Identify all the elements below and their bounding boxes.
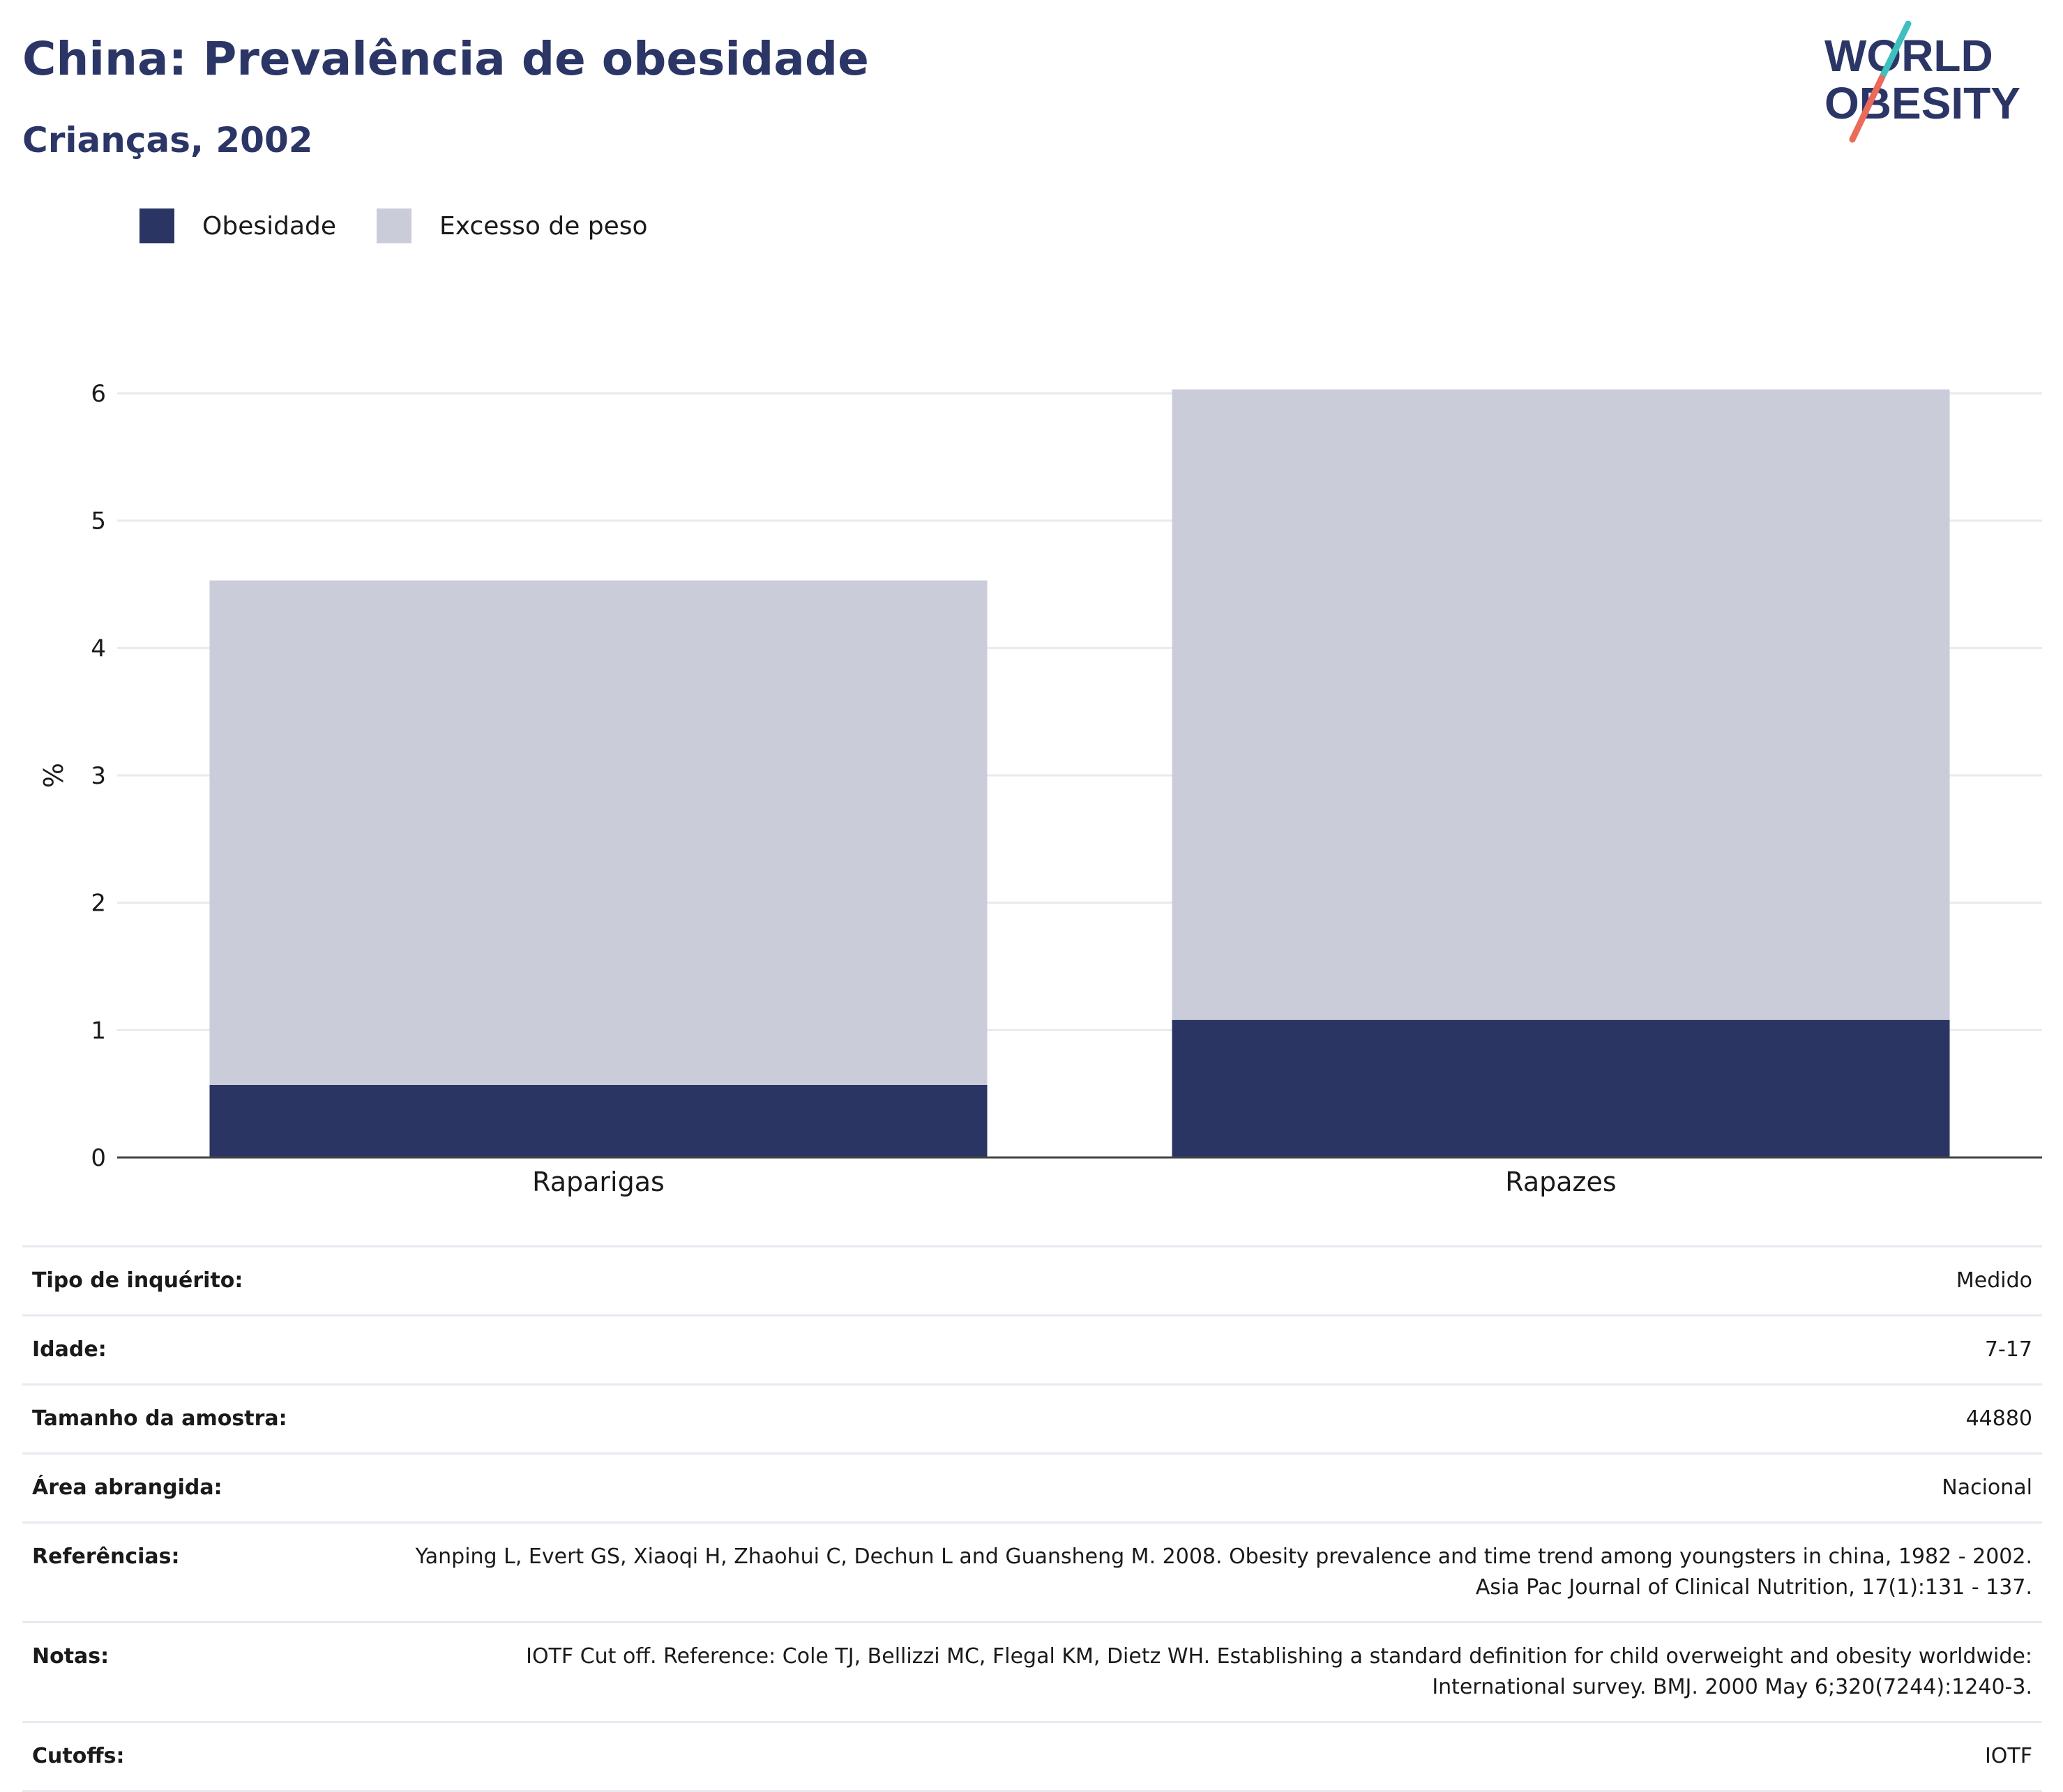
info-value: 7-17 (1984, 1337, 2032, 1362)
info-row: Tipo de inquérito: Medido (22, 1246, 2042, 1316)
logo-text-obesity: OBESITY (1824, 78, 2020, 128)
y-axis-label: % (37, 763, 68, 788)
logo-text-world: WORLD (1824, 31, 1993, 81)
legend-label-excesso-de-peso: Excesso de peso (439, 211, 648, 241)
logo-slash-teal (1878, 21, 1912, 82)
y-tick-label: 0 (91, 1144, 106, 1172)
info-row: Área abrangida: Nacional (22, 1453, 2042, 1523)
info-row: Cutoffs: IOTF (22, 1722, 2042, 1791)
legend-label-obesidade: Obesidade (202, 211, 337, 241)
chart-legend: Obesidade Excesso de peso (139, 206, 688, 245)
info-key: Idade: (32, 1337, 107, 1362)
stacked-bar-chart: 0 1 2 3 4 5 6% Raparigas Rapazes (37, 380, 2042, 1197)
x-tick-label: Raparigas (532, 1167, 665, 1197)
info-value: Yanping L, Evert GS, Xiaoqi H, Zhaohui C… (415, 1544, 2032, 1600)
info-value: 44880 (1965, 1406, 2032, 1431)
y-tick-label: 3 (91, 762, 106, 790)
info-value: IOTF Cut off. Reference: Cole TJ, Belliz… (526, 1644, 2032, 1699)
info-row: Referências: Yanping L, Evert GS, Xiaoqi … (22, 1522, 2042, 1623)
world-obesity-logo: WORLD OBESITY (1824, 21, 2020, 143)
info-key: Tipo de inquérito: (32, 1268, 243, 1293)
info-row: Tamanho da amostra: 44880 (22, 1384, 2042, 1454)
bar-excesso-de-peso (209, 580, 988, 1085)
info-key: Notas: (32, 1644, 109, 1669)
bar-excesso-de-peso (1172, 389, 1950, 1020)
info-key: Área abrangida: (32, 1475, 222, 1500)
legend-swatch-obesidade (139, 208, 174, 243)
y-tick-label: 6 (91, 380, 106, 408)
info-key: Cutoffs: (32, 1744, 125, 1768)
logo-slash-coral (1849, 75, 1885, 143)
y-tick-label: 2 (91, 890, 106, 918)
x-tick-label: Rapazes (1505, 1167, 1616, 1197)
info-key: Referências: (32, 1544, 180, 1569)
legend-item-obesidade[interactable]: Obesidade (139, 208, 336, 243)
legend-swatch-excesso-de-peso (377, 208, 412, 243)
y-tick-label: 1 (91, 1017, 106, 1045)
survey-info-table: Tipo de inquérito: Medido Idade: 7-17 Tamanh… (22, 1245, 2042, 1792)
page-subtitle: Crianças, 2002 (22, 120, 313, 160)
bar-obesidade (209, 1084, 988, 1157)
info-value: IOTF (1984, 1744, 2032, 1768)
y-tick-label: 4 (91, 635, 106, 662)
page-title: China: Prevalência de obesidade (22, 32, 869, 86)
legend-item-excesso-de-peso[interactable]: Excesso de peso (377, 208, 648, 243)
info-row: Idade: 7-17 (22, 1315, 2042, 1385)
info-value: Medido (1956, 1268, 2032, 1293)
info-value: Nacional (1942, 1475, 2032, 1500)
y-tick-label: 5 (91, 508, 106, 536)
bar-obesidade (1172, 1019, 1950, 1157)
info-row: Notas: IOTF Cut off. Reference: Cole TJ, … (22, 1622, 2042, 1722)
info-key: Tamanho da amostra: (32, 1406, 287, 1431)
